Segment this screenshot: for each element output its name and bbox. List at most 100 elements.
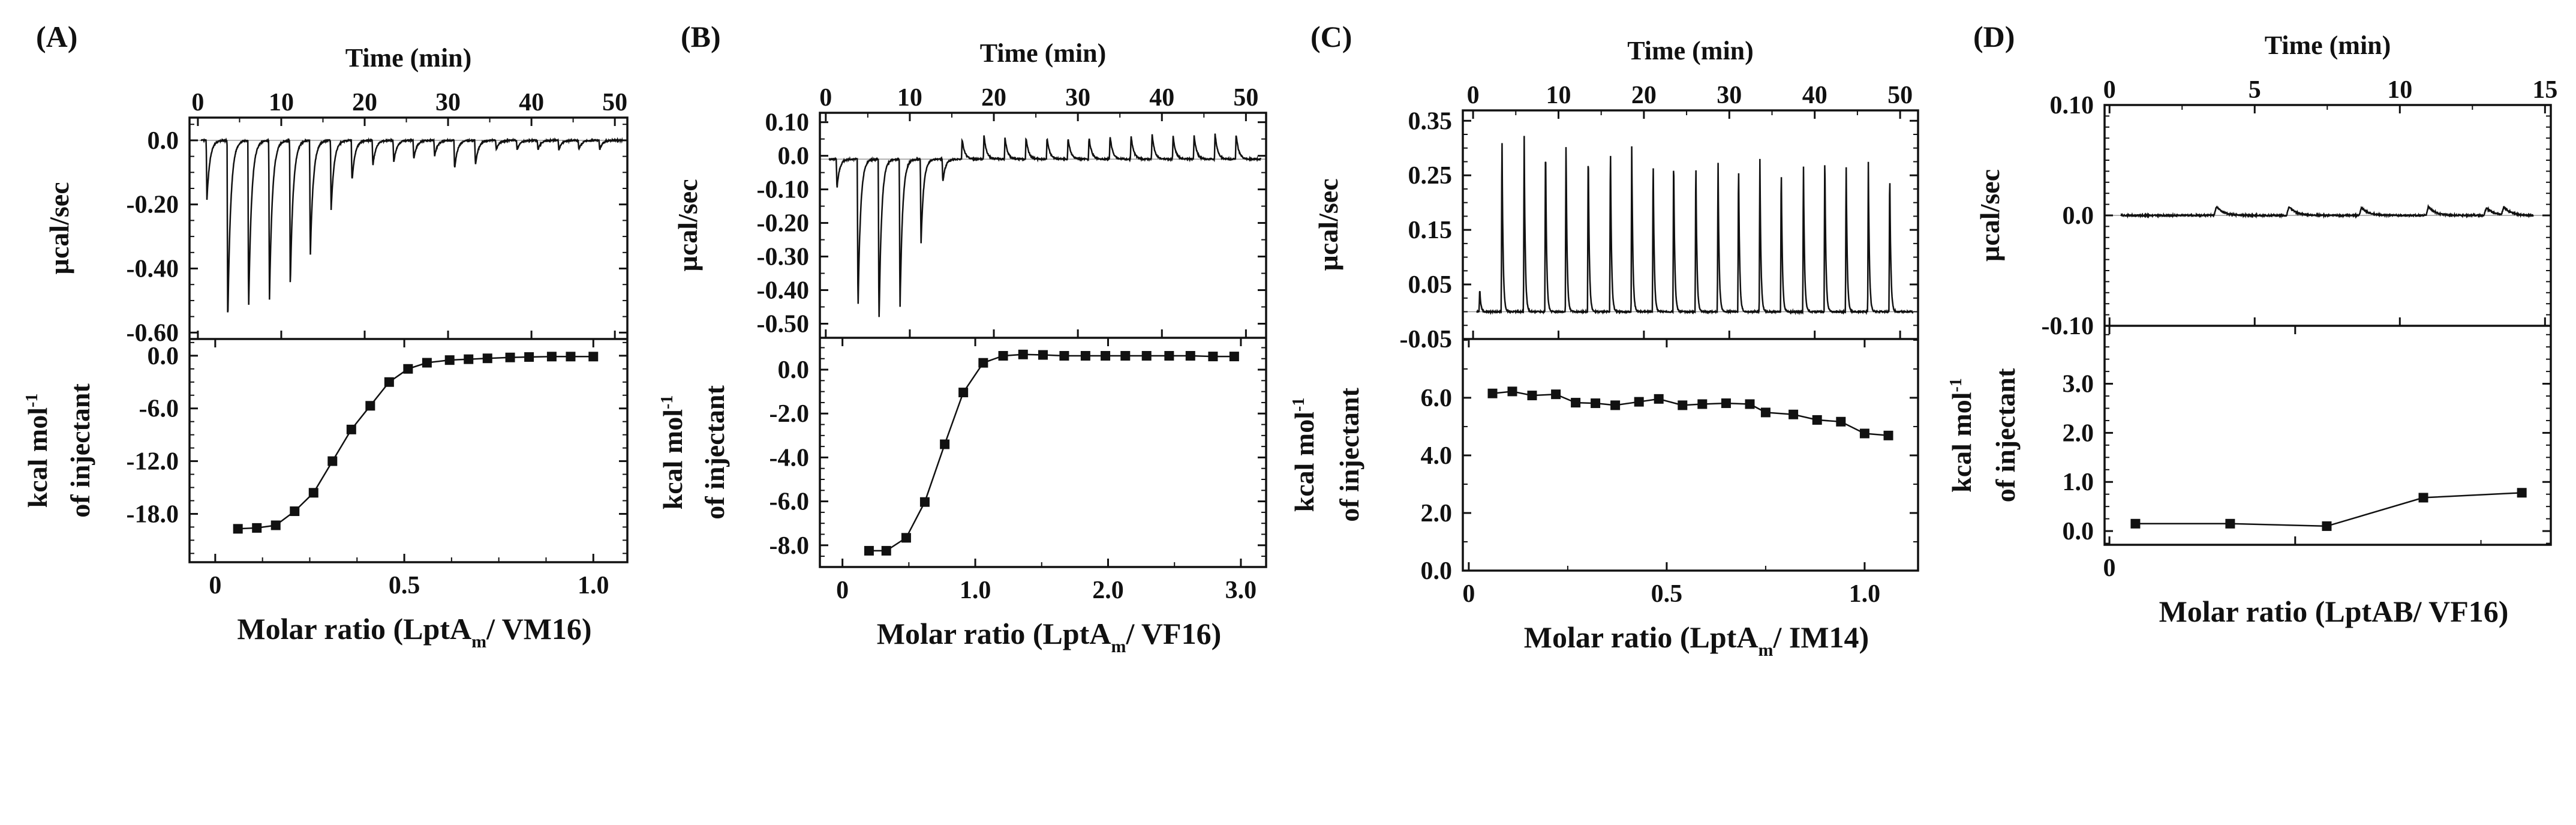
- bottom-y-tick-label: 0.0: [148, 343, 179, 370]
- top-y-axis-label: µcal/sec: [1974, 169, 2005, 262]
- bottom-y-axis-label-line1: kcal mol-1: [657, 395, 688, 510]
- top-x-tick-label: 20: [352, 89, 377, 116]
- bottom-x-tick-label: 3.0: [1225, 577, 1257, 604]
- panel-d: (D) Time (min) 0 5 10 15 0.10 0.0 -0.10 µcal/sec 0…: [1946, 20, 2557, 628]
- data-point: [1836, 416, 1846, 427]
- data-point: [881, 545, 891, 556]
- data-point: [1018, 349, 1028, 359]
- top-axis-title: Time (min): [980, 38, 1107, 68]
- data-point: [1507, 386, 1517, 397]
- top-x-tick-label: 30: [1717, 82, 1742, 109]
- fit-line: [2135, 492, 2522, 527]
- xlabel-main: Molar ratio (LptAB/ VF16): [2159, 595, 2509, 628]
- data-point: [1208, 352, 1218, 362]
- ylabel-superscript: -1: [658, 395, 677, 409]
- ylabel-kcal: kcal mol: [1946, 392, 1977, 492]
- data-point: [346, 424, 356, 434]
- bottom-x-tick-label: 0: [1462, 580, 1475, 608]
- top-x-tick-label: 0: [1467, 82, 1480, 109]
- fit-line: [238, 356, 594, 530]
- bottom-y-axis-label-line2: of injectant: [699, 385, 730, 520]
- bottom-y-tick-label: 0.0: [2063, 518, 2094, 545]
- data-point: [1141, 351, 1152, 361]
- top-y-tick-label: -0.05: [1400, 326, 1453, 353]
- top-y-tick-label: 0.10: [2050, 92, 2094, 119]
- top-y-tick-label: -0.50: [757, 310, 810, 338]
- top-axis-title: Time (min): [2265, 31, 2391, 60]
- data-point: [1527, 391, 1537, 401]
- data-point: [1610, 400, 1621, 410]
- data-point: [1059, 351, 1069, 361]
- ylabel-superscript: -1: [1289, 398, 1308, 412]
- bottom-y-tick-label: 4.0: [1421, 442, 1453, 470]
- panel-label: (D): [1973, 20, 2015, 53]
- data-point: [1721, 398, 1731, 409]
- data-point: [1551, 389, 1561, 400]
- top-x-tick-label: 30: [435, 89, 461, 116]
- plot-frame: [819, 112, 1267, 568]
- thermogram-trace: [2120, 203, 2534, 219]
- data-point: [1883, 430, 1893, 440]
- ylabel-kcal: kcal mol: [22, 407, 53, 508]
- thermogram-trace: [1475, 136, 1914, 316]
- bottom-x-axis-label: Molar ratio (LptAm/ VM16): [237, 612, 591, 652]
- top-y-tick-label: 0.15: [1408, 217, 1453, 244]
- data-point: [1487, 388, 1498, 398]
- bottom-y-tick-label: 3.0: [2063, 371, 2094, 398]
- bottom-y-axis-label-line1: kcal mol-1: [22, 394, 53, 508]
- top-y-tick-label: -0.30: [757, 244, 810, 271]
- top-y-tick-label: 0.0: [148, 127, 179, 155]
- top-y-tick-label: 0.35: [1408, 107, 1453, 135]
- data-point: [403, 364, 413, 374]
- bottom-x-tick-label: 0: [836, 577, 849, 604]
- data-point: [958, 388, 969, 398]
- data-point: [1591, 398, 1601, 409]
- data-point: [2130, 518, 2141, 529]
- xlabel-end: / IM14): [1772, 620, 1869, 654]
- top-x-tick-label: 50: [602, 89, 627, 116]
- xlabel-main: Molar ratio (LptA: [237, 612, 471, 646]
- data-point: [1229, 352, 1239, 362]
- top-x-tick-label: 50: [1233, 84, 1258, 112]
- data-point: [505, 352, 515, 362]
- bottom-x-tick-label: 0.5: [1651, 580, 1683, 608]
- data-point: [2517, 488, 2527, 498]
- data-point: [1120, 351, 1131, 361]
- data-point: [1101, 351, 1111, 361]
- top-x-tick-label: 5: [2249, 76, 2261, 104]
- bottom-x-tick-label: 2.0: [1092, 577, 1124, 604]
- data-point: [940, 439, 950, 449]
- top-y-axis-label: µcal/sec: [44, 182, 74, 274]
- top-x-tick-label: 15: [2532, 76, 2557, 104]
- bottom-x-tick-label: 1.0: [960, 577, 991, 604]
- xlabel-end: / VF16): [1125, 617, 1221, 650]
- bottom-x-tick-label: 1.0: [578, 572, 609, 599]
- data-point: [2418, 493, 2428, 503]
- top-y-axis-label: µcal/sec: [1313, 178, 1343, 271]
- top-x-tick-label: 40: [1149, 84, 1174, 112]
- data-point: [546, 352, 557, 362]
- data-point: [233, 524, 243, 534]
- top-x-tick-label: 30: [1065, 84, 1090, 112]
- bottom-y-tick-label: 2.0: [1421, 500, 1453, 527]
- fit-line: [868, 353, 1234, 552]
- data-point: [566, 352, 576, 362]
- top-x-tick-label: 10: [269, 89, 294, 116]
- panel-b: (B) Time (min) 0 10 20 30 40 50 0.10 0.0 -0.10 -0.2…: [657, 20, 1267, 656]
- top-x-tick-label: 0: [819, 84, 832, 112]
- bottom-y-axis-label-line1: kcal mol-1: [1289, 398, 1319, 512]
- data-point: [1745, 399, 1755, 409]
- data-point: [1634, 397, 1644, 407]
- data-point: [252, 523, 262, 533]
- data-point: [524, 352, 534, 362]
- data-point: [384, 377, 394, 387]
- top-x-tick-label: 40: [1802, 82, 1827, 109]
- thermogram-trace: [200, 137, 623, 313]
- top-y-tick-label: 0.0: [778, 143, 810, 170]
- bottom-x-axis-label: Molar ratio (LptAm/ VF16): [877, 617, 1221, 656]
- xlabel-subscript: m: [471, 632, 486, 652]
- data-point: [270, 520, 281, 530]
- xlabel-end: / VM16): [486, 612, 591, 646]
- xlabel-main: Molar ratio (LptA: [1524, 620, 1759, 654]
- bottom-y-axis-label-line2: of injectant: [65, 383, 95, 518]
